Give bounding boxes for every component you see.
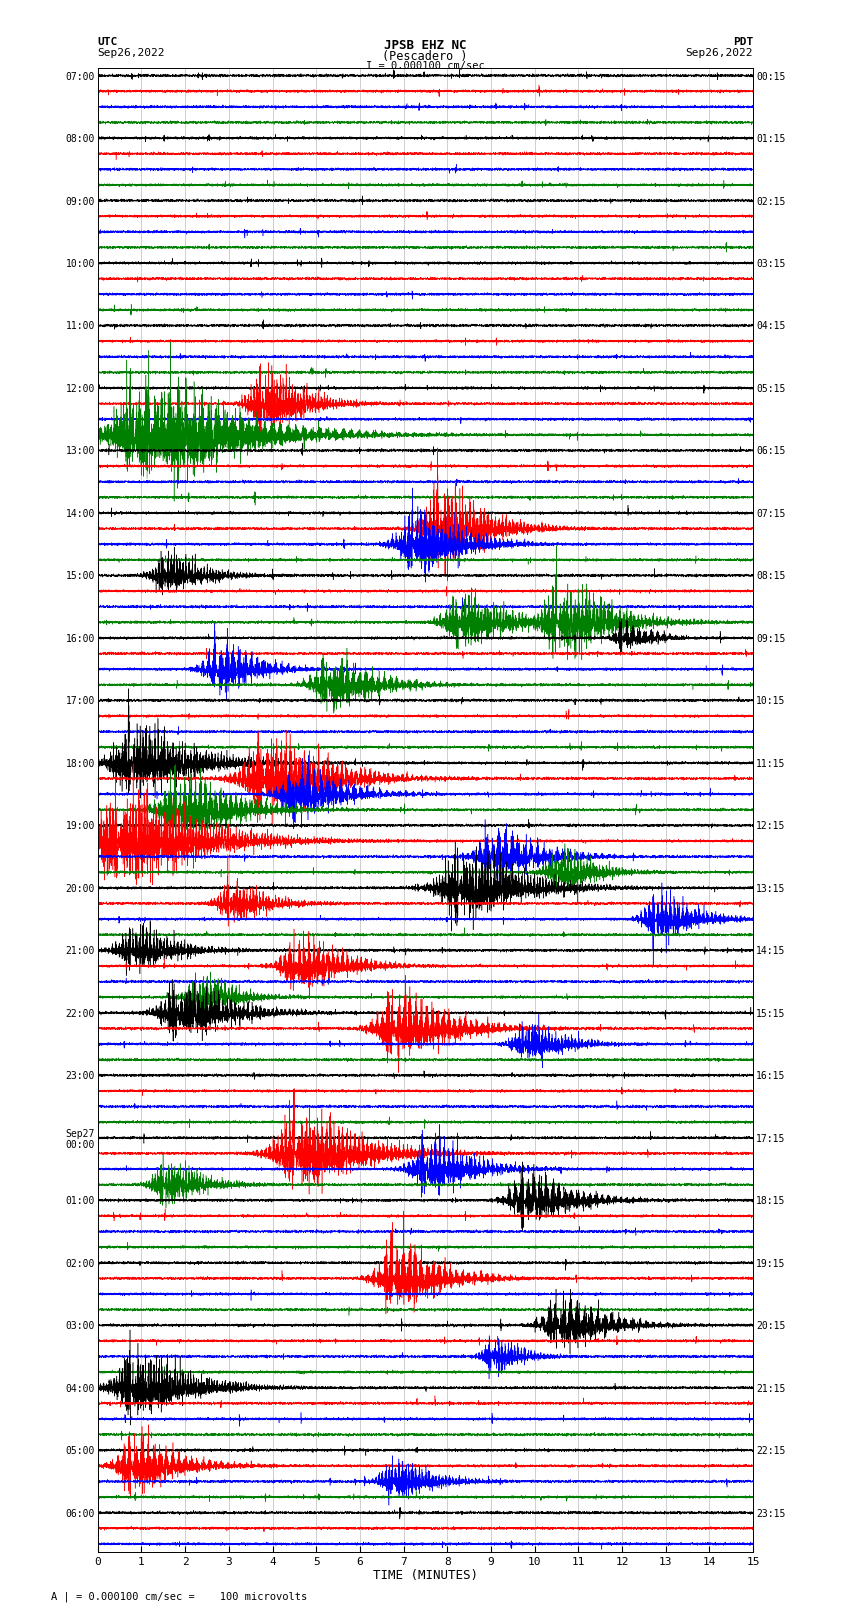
- Text: JPSB EHZ NC: JPSB EHZ NC: [383, 39, 467, 52]
- Text: I = 0.000100 cm/sec: I = 0.000100 cm/sec: [366, 61, 484, 71]
- Text: (Pescadero ): (Pescadero ): [382, 50, 468, 63]
- Text: UTC: UTC: [98, 37, 118, 47]
- Text: Sep26,2022: Sep26,2022: [686, 48, 753, 58]
- Text: Sep26,2022: Sep26,2022: [98, 48, 165, 58]
- Text: A | = 0.000100 cm/sec =    100 microvolts: A | = 0.000100 cm/sec = 100 microvolts: [51, 1590, 307, 1602]
- Text: PDT: PDT: [733, 37, 753, 47]
- X-axis label: TIME (MINUTES): TIME (MINUTES): [373, 1569, 478, 1582]
